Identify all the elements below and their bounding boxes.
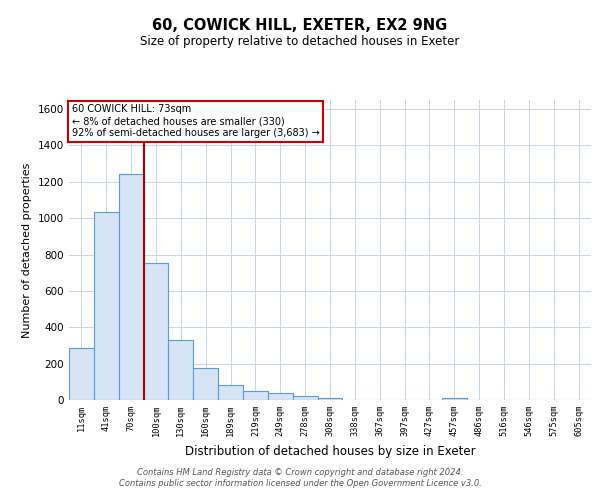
X-axis label: Distribution of detached houses by size in Exeter: Distribution of detached houses by size … — [185, 444, 475, 458]
Bar — [119, 174, 143, 400]
Bar — [317, 398, 343, 400]
Bar — [94, 212, 119, 400]
Bar — [218, 384, 243, 400]
Text: 60 COWICK HILL: 73sqm
← 8% of detached houses are smaller (330)
92% of semi-deta: 60 COWICK HILL: 73sqm ← 8% of detached h… — [71, 104, 319, 138]
Y-axis label: Number of detached properties: Number of detached properties — [22, 162, 32, 338]
Text: Size of property relative to detached houses in Exeter: Size of property relative to detached ho… — [140, 35, 460, 48]
Bar — [268, 393, 293, 400]
Bar — [193, 368, 218, 400]
Bar — [243, 391, 268, 400]
Text: Contains HM Land Registry data © Crown copyright and database right 2024.
Contai: Contains HM Land Registry data © Crown c… — [119, 468, 481, 487]
Bar — [169, 340, 193, 400]
Text: 60, COWICK HILL, EXETER, EX2 9NG: 60, COWICK HILL, EXETER, EX2 9NG — [152, 18, 448, 32]
Bar — [442, 398, 467, 400]
Bar — [293, 396, 317, 400]
Bar — [143, 262, 169, 400]
Bar — [69, 348, 94, 400]
